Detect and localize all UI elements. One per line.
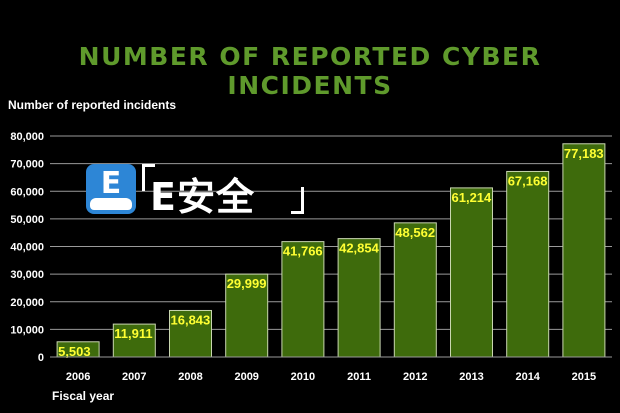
y-tick-label: 10,000 <box>10 324 44 336</box>
bracket-left-decoration <box>142 164 155 191</box>
data-label: 48,562 <box>395 225 435 240</box>
x-tick-label: 2013 <box>459 371 483 383</box>
data-label: 42,854 <box>339 241 380 256</box>
x-tick-label: 2007 <box>122 371 146 383</box>
y-tick-label: 50,000 <box>10 214 44 226</box>
watermark-text: E安全 <box>150 175 255 219</box>
bar <box>450 187 493 358</box>
bar <box>169 309 212 358</box>
x-axis-label: Fiscal year <box>52 389 115 403</box>
bar <box>393 222 437 358</box>
x-tick-label: 2009 <box>234 371 258 383</box>
x-tick-label: 2012 <box>403 371 427 383</box>
y-tick-label: 80,000 <box>10 131 44 143</box>
bar <box>225 273 269 358</box>
y-tick-label: 0 <box>38 352 44 364</box>
y-tick-label: 40,000 <box>10 242 44 254</box>
bar <box>112 323 156 358</box>
watermark-icon-letter: E <box>100 166 122 201</box>
data-label: 67,168 <box>508 173 548 188</box>
bar <box>281 241 325 358</box>
x-tick-label: 2006 <box>66 371 90 383</box>
data-label: 5,503 <box>58 344 91 359</box>
x-tick-label: 2010 <box>291 371 315 383</box>
data-label: 29,999 <box>227 276 267 291</box>
y-tick-label: 20,000 <box>10 297 44 309</box>
watermark-icon: E <box>86 164 136 214</box>
bar <box>562 143 606 358</box>
bracket-right-decoration <box>291 187 304 214</box>
watermark-logo: E E安全 <box>84 160 306 219</box>
x-tick-label: 2014 <box>515 371 540 383</box>
y-tick-label: 70,000 <box>10 159 44 171</box>
data-label: 11,911 <box>114 326 152 341</box>
data-label: 41,766 <box>283 244 323 259</box>
x-tick-label: 2015 <box>572 371 596 383</box>
bar <box>337 238 381 358</box>
cloud-icon <box>90 198 132 210</box>
data-label: 61,214 <box>452 190 493 205</box>
bar <box>506 170 550 358</box>
y-tick-label: 60,000 <box>10 186 44 198</box>
x-tick-label: 2008 <box>178 371 202 383</box>
y-axis-label: Number of reported incidents <box>8 98 177 112</box>
data-label: 16,843 <box>171 312 211 327</box>
data-label: 77,183 <box>564 146 604 161</box>
y-tick-label: 30,000 <box>10 269 44 281</box>
chart-title: NUMBER OF REPORTED CYBER INCIDENTS <box>78 42 542 100</box>
x-tick-label: 2011 <box>347 371 371 383</box>
